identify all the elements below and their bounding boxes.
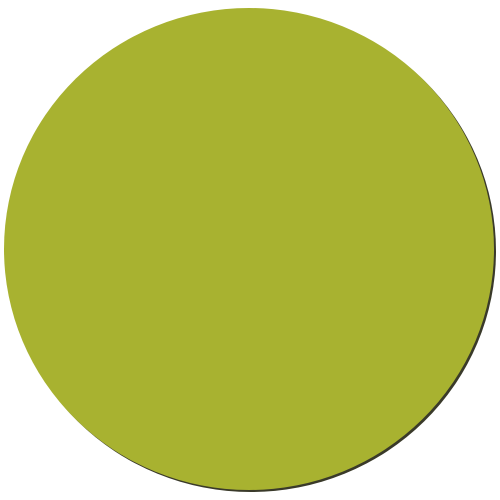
green-circle <box>4 8 494 490</box>
